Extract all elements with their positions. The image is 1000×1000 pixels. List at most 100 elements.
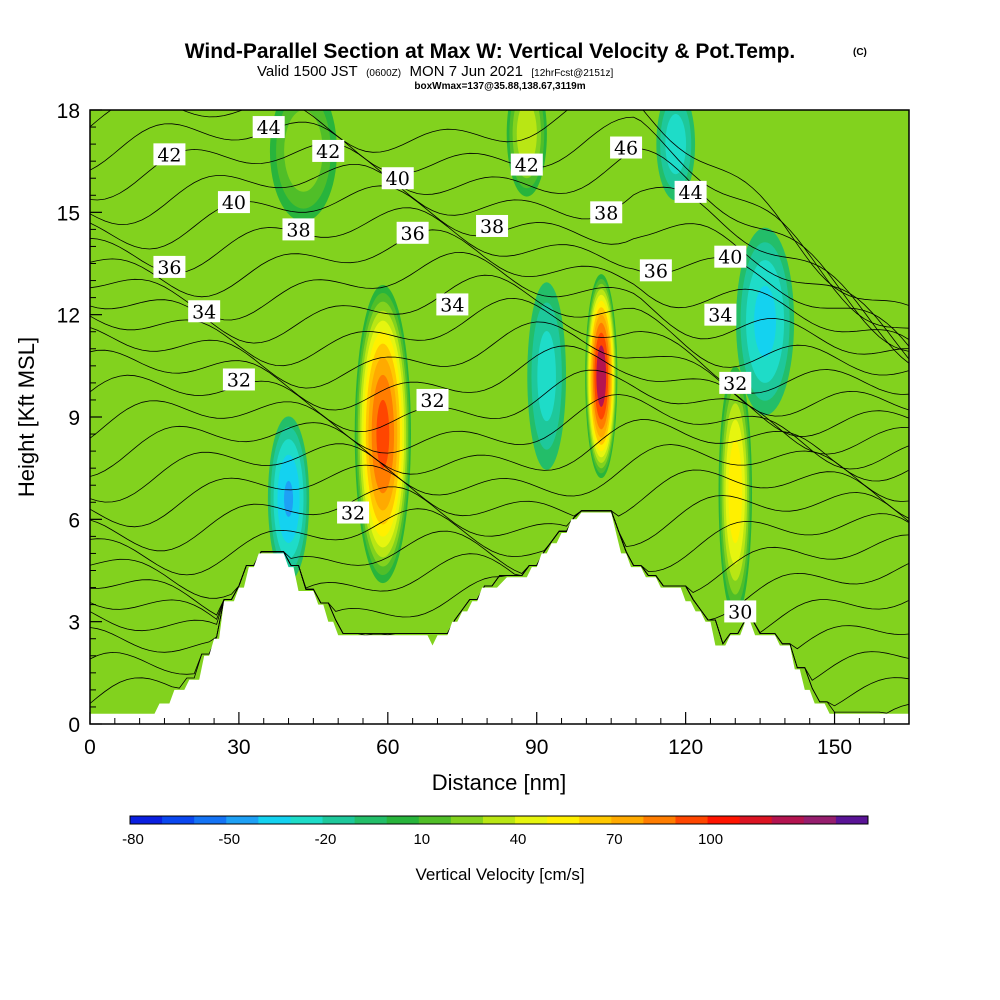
x-tick-label: 30 — [227, 736, 250, 759]
contour-label: 40 — [217, 191, 250, 214]
theta-contour — [90, 116, 909, 329]
colorbar-swatch — [771, 816, 805, 824]
theta-contour — [90, 486, 909, 552]
svg-text:36: 36 — [157, 257, 181, 279]
contour-label: 36 — [639, 259, 672, 282]
svg-text:42: 42 — [157, 144, 181, 166]
downdraft-3 — [656, 110, 696, 201]
potential-temperature-contours — [90, 110, 909, 714]
contour-label: 40 — [714, 245, 747, 269]
copyright-mark: (C) — [853, 47, 867, 58]
colorbar-swatch — [739, 816, 773, 824]
contour-label: 34 — [704, 303, 737, 327]
theta-contour — [90, 321, 909, 417]
colorbar-swatch — [226, 816, 259, 824]
colorbar: -80 -50 -20 10 40 70 100 — [122, 815, 869, 848]
contour-label: 32 — [337, 501, 370, 525]
downdraft-1 — [267, 416, 310, 582]
contour-label: 38 — [282, 218, 315, 241]
contour-label: 32 — [222, 368, 255, 391]
y-axis: 0 3 6 9 12 15 18 — [57, 100, 102, 737]
contour-label: 40 — [381, 167, 414, 190]
x-axis: 0 30 60 90 120 150 — [84, 712, 885, 759]
colorbar-swatch — [354, 816, 388, 824]
valid-time-utc: (0600Z) — [366, 68, 401, 79]
colorbar-swatch — [579, 816, 612, 824]
contour-label: 34 — [188, 300, 221, 323]
theta-contour — [90, 229, 909, 340]
svg-text:34: 34 — [192, 301, 216, 323]
svg-text:38: 38 — [286, 219, 310, 241]
contour-label: 42 — [312, 139, 345, 163]
theta-contour — [90, 345, 909, 437]
x-tick-label: 60 — [376, 736, 399, 759]
contour-label: 42 — [510, 153, 543, 177]
svg-text:40: 40 — [386, 168, 410, 190]
contour-label: 44 — [252, 116, 285, 139]
contour-label: 30 — [724, 600, 757, 623]
colorbar-swatch — [803, 816, 837, 824]
theta-contour — [90, 510, 909, 599]
theta-contour — [90, 110, 909, 306]
theta-contour — [90, 443, 909, 503]
svg-text:32: 32 — [227, 369, 251, 391]
y-axis-label: Height [Kft MSL] — [14, 337, 39, 497]
colorbar-swatch — [290, 816, 324, 824]
colorbar-swatch — [643, 816, 676, 824]
box-wmax-info: boxWmax=137@35.88,138.67,3119m — [414, 81, 585, 92]
svg-text:42: 42 — [515, 155, 539, 177]
colorbar-swatch — [515, 816, 548, 824]
svg-text:46: 46 — [614, 138, 638, 160]
colorbar-tick-label: 10 — [413, 831, 430, 848]
y-tick-label: 9 — [68, 407, 80, 430]
contour-label: 42 — [153, 143, 186, 166]
colorbar-swatch — [450, 816, 484, 824]
theta-contour — [90, 464, 909, 528]
contour-label: 44 — [674, 180, 707, 204]
svg-text:38: 38 — [480, 216, 504, 238]
contour-label: 46 — [610, 136, 643, 160]
svg-text:32: 32 — [420, 390, 444, 412]
y-tick-label: 0 — [68, 714, 80, 737]
theta-contour — [90, 297, 909, 395]
contour-label: 32 — [719, 371, 752, 395]
svg-text:42: 42 — [316, 141, 340, 163]
svg-text:40: 40 — [222, 192, 246, 214]
colorbar-tick-label: -20 — [315, 831, 337, 848]
x-tick-label: 150 — [817, 736, 852, 759]
forecast-info: [12hrFcst@2151z] — [531, 68, 613, 79]
colorbar-swatch — [322, 816, 356, 824]
x-tick-label: 120 — [668, 736, 703, 759]
colorbar-tick-label: 70 — [606, 831, 623, 848]
colorbar-swatch — [194, 816, 227, 824]
colorbar-tick-label: -50 — [218, 831, 240, 848]
chart-title: Wind-Parallel Section at Max W: Vertical… — [185, 40, 796, 63]
colorbar-swatch — [611, 816, 644, 824]
theta-contour — [90, 142, 909, 352]
contour-label: 36 — [153, 255, 186, 279]
updraft-2 — [585, 274, 618, 479]
colorbar-swatch — [418, 816, 452, 824]
colorbar-swatch — [482, 816, 516, 824]
svg-text:32: 32 — [723, 373, 747, 395]
theta-contour — [90, 251, 909, 355]
theta-contour — [90, 510, 909, 621]
svg-text:34: 34 — [440, 294, 464, 316]
updraft-1 — [354, 284, 411, 584]
valid-time-label: Valid 1500 JST — [257, 63, 358, 80]
y-tick-label: 3 — [68, 612, 80, 635]
x-axis-label: Distance [nm] — [432, 770, 567, 795]
svg-text:44: 44 — [679, 182, 703, 204]
contour-label: 32 — [416, 388, 449, 412]
contour-label: 36 — [396, 221, 429, 245]
colorbar-swatch — [386, 816, 420, 824]
svg-text:38: 38 — [594, 202, 618, 224]
colorbar-frame — [129, 815, 869, 825]
colorbar-tick-label: -80 — [122, 831, 144, 848]
x-tick-label: 0 — [84, 736, 96, 759]
contour-labels: 44 42 42 40 40 38 36 36 34 34 32 32 32 42 38 38 46 44 40 36… — [153, 116, 757, 623]
svg-text:36: 36 — [644, 260, 668, 282]
x-tick-label: 90 — [525, 736, 548, 759]
y-tick-label: 6 — [68, 509, 80, 532]
